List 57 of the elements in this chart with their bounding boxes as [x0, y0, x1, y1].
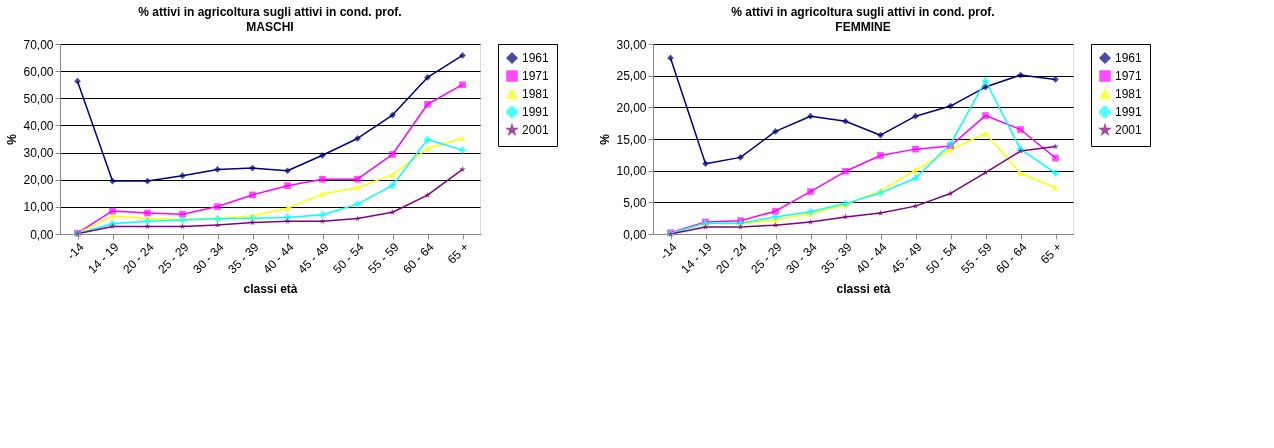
legend-label: 1971	[522, 69, 550, 83]
legend-label: 2001	[1115, 123, 1143, 137]
x-axis-title: classi età	[243, 281, 298, 296]
x-tick-label: 45 - 49	[888, 239, 925, 277]
legend-label: 1981	[522, 87, 550, 101]
x-tick-label: 30 - 34	[190, 239, 227, 277]
legend-label: 1981	[1115, 87, 1143, 101]
y-tick-label: 30,00	[616, 37, 647, 52]
x-tick-label: 20 - 24	[120, 239, 157, 277]
y-axis-title: %	[5, 133, 20, 145]
y-tick-label: 25,00	[616, 69, 647, 84]
legend-label: 1961	[522, 51, 550, 65]
x-tick-label: 50 - 54	[330, 239, 367, 277]
chart-title: % attivi in agricoltura sugli attivi in cond. prof.	[138, 5, 402, 19]
legend-label: 2001	[522, 123, 550, 137]
y-tick-label: 15,00	[616, 132, 647, 147]
y-tick-label: 0,00	[623, 227, 647, 242]
legend-label: 1961	[1115, 51, 1143, 65]
legend-label: 1991	[522, 105, 550, 119]
y-tick-label: 30,00	[23, 146, 54, 161]
x-tick-label: 55 - 59	[365, 239, 402, 277]
y-tick-label: 50,00	[23, 91, 54, 106]
x-tick-label: 40 - 44	[853, 239, 890, 277]
y-tick-label: 20,00	[616, 100, 647, 115]
y-tick-label: 60,00	[23, 64, 54, 79]
x-tick-label: 14 - 19	[85, 239, 122, 277]
x-tick-label: 55 - 59	[958, 239, 995, 277]
chart-subtitle: MASCHI	[246, 20, 294, 34]
x-tick-label: 50 - 54	[923, 239, 960, 277]
x-tick-label: 25 - 29	[155, 239, 192, 277]
x-tick-label: 35 - 39	[818, 239, 855, 277]
y-tick-label: 10,00	[616, 164, 647, 179]
y-tick-label: 40,00	[23, 118, 54, 133]
x-axis-title: classi età	[836, 281, 891, 296]
y-axis-title: %	[598, 133, 613, 145]
x-tick-label: 65 +	[444, 240, 472, 267]
x-tick-label: 25 - 29	[748, 239, 785, 277]
x-tick-label: -14	[657, 239, 680, 263]
x-tick-label: 60 - 64	[993, 239, 1030, 277]
y-tick-label: 10,00	[23, 200, 54, 215]
x-tick-label: 14 - 19	[678, 239, 715, 277]
x-tick-label: 30 - 34	[783, 239, 820, 277]
x-tick-label: -14	[64, 239, 87, 263]
y-tick-label: 20,00	[23, 173, 54, 188]
x-tick-label: 65 +	[1037, 240, 1065, 267]
x-tick-label: 40 - 44	[260, 239, 297, 277]
y-tick-label: 5,00	[623, 195, 647, 210]
x-tick-label: 35 - 39	[225, 239, 262, 277]
y-tick-label: 0,00	[30, 227, 54, 242]
legend-label: 1971	[1115, 69, 1143, 83]
x-tick-label: 60 - 64	[400, 239, 437, 277]
chart-subtitle: FEMMINE	[835, 20, 891, 34]
chart-title: % attivi in agricoltura sugli attivi in cond. prof.	[731, 5, 995, 19]
x-tick-label: 20 - 24	[713, 239, 750, 277]
legend-label: 1991	[1115, 105, 1143, 119]
x-tick-label: 45 - 49	[295, 239, 332, 277]
y-tick-label: 70,00	[23, 37, 54, 52]
